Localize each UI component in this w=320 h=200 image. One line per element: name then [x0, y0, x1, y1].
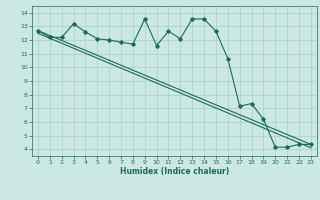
X-axis label: Humidex (Indice chaleur): Humidex (Indice chaleur) [120, 167, 229, 176]
